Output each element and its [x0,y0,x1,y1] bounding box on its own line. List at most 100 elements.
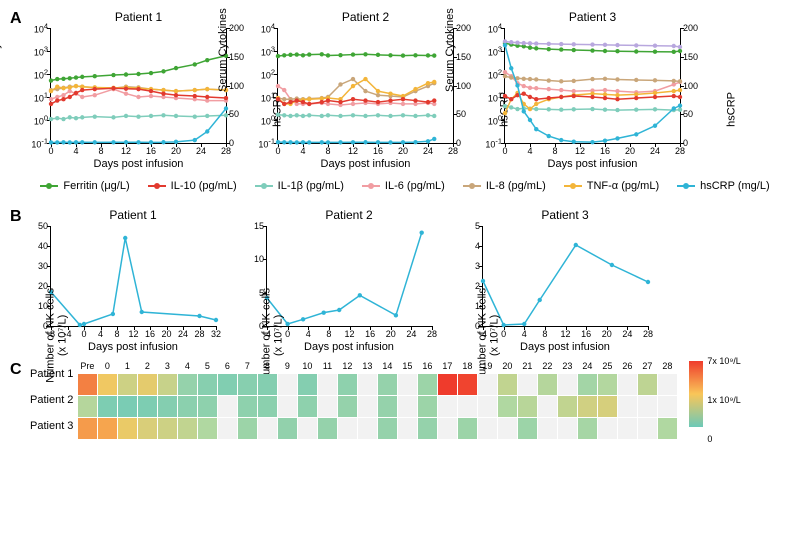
heatmap-cell [618,396,637,417]
heatmap-col-label: Pre [77,361,97,371]
heatmap-cell [558,396,577,417]
heatmap-col-label: 18 [457,361,477,371]
heatmap-row-label: Patient 2 [30,389,73,411]
panel-b-chart: Patient 101020304050-8-4048121620242832N… [50,208,216,353]
panel-a-charts: Patient 110-1100101102103104050100150200… [30,10,681,170]
heatmap-cell [518,374,537,395]
heatmap-cell [218,418,237,439]
legend-item: IL-10 (pg/mL) [148,180,237,192]
heatmap-cell [378,396,397,417]
heatmap-cell [378,374,397,395]
legend-label: hsCRP (mg/L) [700,180,769,192]
heatmap-cell [478,396,497,417]
heatmap-cell [218,374,237,395]
heatmap-col-label: 1 [117,361,137,371]
heatmap-cell [618,374,637,395]
heatmap-cell [258,396,277,417]
ylabel: Number of NK cells(x 10⁷/L) [44,241,68,336]
heatmap-cell [438,396,457,417]
heatmap-col-label: 6 [217,361,237,371]
heatmap-cell [538,396,557,417]
legend-item: TNF-α (pg/mL) [564,180,659,192]
heatmap-cell [118,374,137,395]
panel-b-chart: Patient 2051015-40481216202428Number of … [266,208,432,353]
heatmap-cell [298,418,317,439]
heatmap-cell [538,418,557,439]
heatmap-cell [598,396,617,417]
heatmap-row [77,395,677,417]
heatmap-col-label: 10 [297,361,317,371]
heatmap-cell [158,418,177,439]
ylabel: Number of NK cells(x 10⁷/L) [476,241,500,336]
heatmap-cell [158,374,177,395]
panel-b-chart: Patient 3012345-40481216202428Number of … [482,208,648,353]
heatmap-cell [498,396,517,417]
heatmap-cell [98,418,117,439]
panel-a-chart: Patient 110-1100101102103104050100150200… [50,10,227,170]
heatmap-cell [618,418,637,439]
ylabel-right: hsCRP [725,74,737,109]
heatmap-cell [238,396,257,417]
colorbar-gradient [689,361,703,427]
legend-label: TNF-α (pg/mL) [587,180,659,192]
heatmap-cell [398,418,417,439]
legend-swatch [148,185,166,187]
heatmap-cell [118,396,137,417]
heatmap-grid [77,373,677,439]
heatmap-col-label: 12 [337,361,357,371]
heatmap-cell [358,418,377,439]
chart-title: Patient 3 [504,10,681,24]
heatmap-cell [598,374,617,395]
heatmap-cell [98,396,117,417]
heatmap-cell [658,418,677,439]
heatmap-cell [78,396,97,417]
legend-item: Ferritin (μg/L) [40,180,129,192]
heatmap-col-label: 21 [517,361,537,371]
heatmap-col-label: 4 [177,361,197,371]
heatmap-row [77,373,677,395]
heatmap-col-label: 19 [477,361,497,371]
heatmap-cell [458,396,477,417]
heatmap-cell [258,418,277,439]
heatmap-cell [418,418,437,439]
heatmap-col-label: 7 [237,361,257,371]
chart-area: 10-1100101102103104050100150200048121620… [504,28,681,144]
legend-item: hsCRP (mg/L) [677,180,769,192]
heatmap-cell [578,396,597,417]
heatmap-cell [418,374,437,395]
heatmap-cell [78,374,97,395]
heatmap-cell [438,374,457,395]
heatmap-cell [518,418,537,439]
legend-item: IL-8 (pg/mL) [463,180,546,192]
heatmap-colorbar: 7x 10⁹/L 1x 10⁹/L 0 [689,361,703,439]
legend-item: IL-1β (pg/mL) [255,180,344,192]
chart-area: 012345-40481216202428Number of NK cells(… [482,226,648,327]
heatmap-cell [458,374,477,395]
chart-area: 10-1100101102103104050100150200048121620… [50,28,227,144]
legend-swatch [564,185,582,187]
heatmap-cell [638,396,657,417]
heatmap-row [77,417,677,439]
heatmap-cell [358,374,377,395]
legend-swatch [362,185,380,187]
xlabel: Days post infusion [266,341,432,353]
heatmap-cell [638,374,657,395]
colorbar-mid-label: 1x 10⁹/L [707,395,740,405]
heatmap-cell [178,418,197,439]
legend-swatch [463,185,481,187]
heatmap-col-label: 16 [417,361,437,371]
legend-item: IL-6 (pg/mL) [362,180,445,192]
legend-label: IL-6 (pg/mL) [385,180,445,192]
heatmap-cell [498,374,517,395]
heatmap-col-label: 17 [437,361,457,371]
heatmap-col-label: 5 [197,361,217,371]
heatmap-cell [558,418,577,439]
colorbar-bot-label: 0 [707,434,712,444]
heatmap-grid-wrap: Pre0123456789101112131415161718192021222… [77,361,677,439]
heatmap-row-label: Patient 3 [30,415,73,437]
heatmap-cell [138,374,157,395]
heatmap-cell [138,418,157,439]
heatmap-cell [438,418,457,439]
heatmap-cell [158,396,177,417]
heatmap-cell [658,396,677,417]
